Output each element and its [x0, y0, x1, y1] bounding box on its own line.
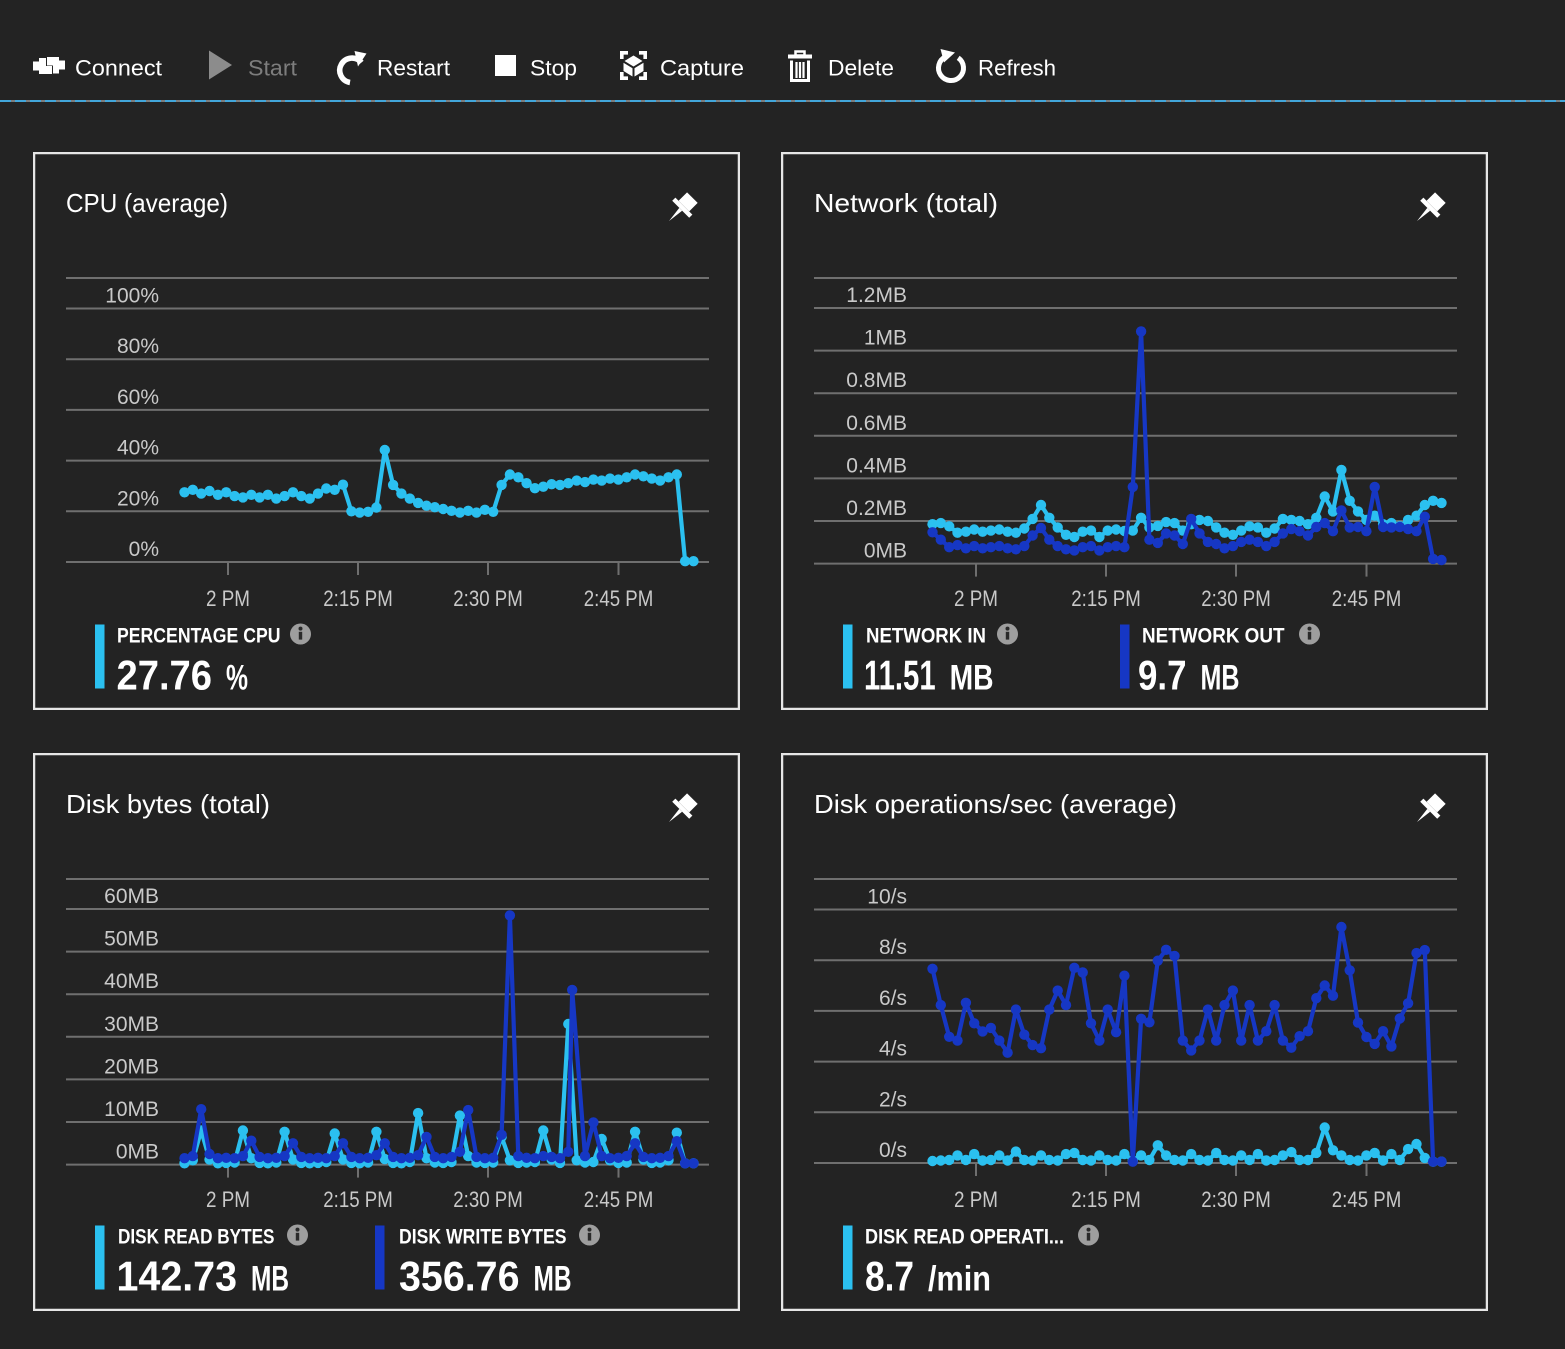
svg-text:Capture: Capture — [660, 56, 744, 81]
svg-text:1.2MB: 1.2MB — [846, 284, 907, 307]
svg-text:2:15 PM: 2:15 PM — [323, 1187, 393, 1212]
svg-text:20%: 20% — [117, 487, 159, 510]
svg-text:2:45 PM: 2:45 PM — [584, 586, 654, 611]
svg-text:20MB: 20MB — [104, 1055, 159, 1078]
svg-text:2 PM: 2 PM — [206, 1187, 250, 1212]
svg-text:NETWORK IN: NETWORK IN — [866, 625, 986, 648]
svg-text:Restart: Restart — [377, 56, 450, 81]
svg-text:27.76: 27.76 — [117, 652, 213, 699]
svg-text:6/s: 6/s — [879, 987, 907, 1010]
svg-text:2:30 PM: 2:30 PM — [453, 586, 523, 611]
svg-text:MB: MB — [534, 1260, 572, 1299]
svg-text:4/s: 4/s — [879, 1038, 907, 1061]
svg-text:Disk operations/sec (average): Disk operations/sec (average) — [814, 789, 1177, 819]
svg-text:0.6MB: 0.6MB — [846, 412, 907, 435]
svg-text:0MB: 0MB — [864, 540, 907, 563]
svg-text:Disk bytes (total): Disk bytes (total) — [66, 789, 270, 819]
svg-text:2:30 PM: 2:30 PM — [453, 1187, 523, 1212]
svg-text:Stop: Stop — [530, 56, 577, 81]
svg-text:60MB: 60MB — [104, 885, 159, 908]
svg-text:0.4MB: 0.4MB — [846, 454, 907, 477]
svg-text:2:15 PM: 2:15 PM — [323, 586, 393, 611]
svg-text:11.51: 11.51 — [864, 652, 936, 699]
svg-text:2:30 PM: 2:30 PM — [1201, 586, 1271, 611]
svg-text:0%: 0% — [129, 538, 159, 561]
svg-text:2:15 PM: 2:15 PM — [1071, 1187, 1141, 1212]
svg-text:DISK READ OPERATI...: DISK READ OPERATI... — [865, 1226, 1064, 1249]
svg-text:9.7: 9.7 — [1138, 652, 1187, 699]
svg-text:2:15 PM: 2:15 PM — [1071, 586, 1141, 611]
svg-text:Network (total): Network (total) — [814, 188, 998, 218]
svg-text:DISK WRITE BYTES: DISK WRITE BYTES — [399, 1226, 567, 1249]
svg-text:8.7: 8.7 — [865, 1253, 914, 1300]
svg-text:DISK READ BYTES: DISK READ BYTES — [118, 1226, 275, 1249]
svg-text:10MB: 10MB — [104, 1098, 159, 1121]
svg-text:2 PM: 2 PM — [206, 586, 250, 611]
svg-text:40MB: 40MB — [104, 970, 159, 993]
svg-text:%: % — [226, 659, 248, 698]
svg-text:60%: 60% — [117, 386, 159, 409]
svg-text:30MB: 30MB — [104, 1013, 159, 1036]
svg-text:MB: MB — [950, 659, 994, 698]
svg-text:2:45 PM: 2:45 PM — [1332, 1187, 1402, 1212]
svg-text:PERCENTAGE CPU: PERCENTAGE CPU — [117, 625, 281, 648]
svg-text:2/s: 2/s — [879, 1088, 907, 1111]
svg-text:50MB: 50MB — [104, 928, 159, 951]
svg-text:Start: Start — [248, 56, 297, 81]
svg-text:0.8MB: 0.8MB — [846, 369, 907, 392]
svg-text:0/s: 0/s — [879, 1139, 907, 1162]
svg-text:0.2MB: 0.2MB — [846, 497, 907, 520]
svg-text:80%: 80% — [117, 335, 159, 358]
svg-text:CPU (average): CPU (average) — [66, 188, 228, 218]
svg-text:142.73: 142.73 — [117, 1253, 238, 1300]
svg-text:Delete: Delete — [828, 56, 894, 81]
svg-text:MB: MB — [1201, 659, 1240, 698]
svg-text:10/s: 10/s — [867, 886, 907, 909]
svg-text:8/s: 8/s — [879, 936, 907, 959]
svg-text:2:45 PM: 2:45 PM — [1332, 586, 1402, 611]
svg-text:2 PM: 2 PM — [954, 586, 998, 611]
svg-text:Refresh: Refresh — [978, 56, 1056, 81]
svg-text:2:45 PM: 2:45 PM — [584, 1187, 654, 1212]
svg-text:100%: 100% — [105, 285, 159, 308]
svg-text:1MB: 1MB — [864, 327, 907, 350]
svg-text:/min: /min — [928, 1260, 991, 1299]
svg-text:2 PM: 2 PM — [954, 1187, 998, 1212]
svg-text:NETWORK OUT: NETWORK OUT — [1142, 625, 1285, 648]
svg-text:MB: MB — [251, 1260, 289, 1299]
svg-text:Connect: Connect — [75, 56, 162, 81]
svg-text:40%: 40% — [117, 437, 159, 460]
svg-text:0MB: 0MB — [116, 1141, 159, 1164]
svg-text:356.76: 356.76 — [399, 1253, 520, 1300]
svg-text:2:30 PM: 2:30 PM — [1201, 1187, 1271, 1212]
